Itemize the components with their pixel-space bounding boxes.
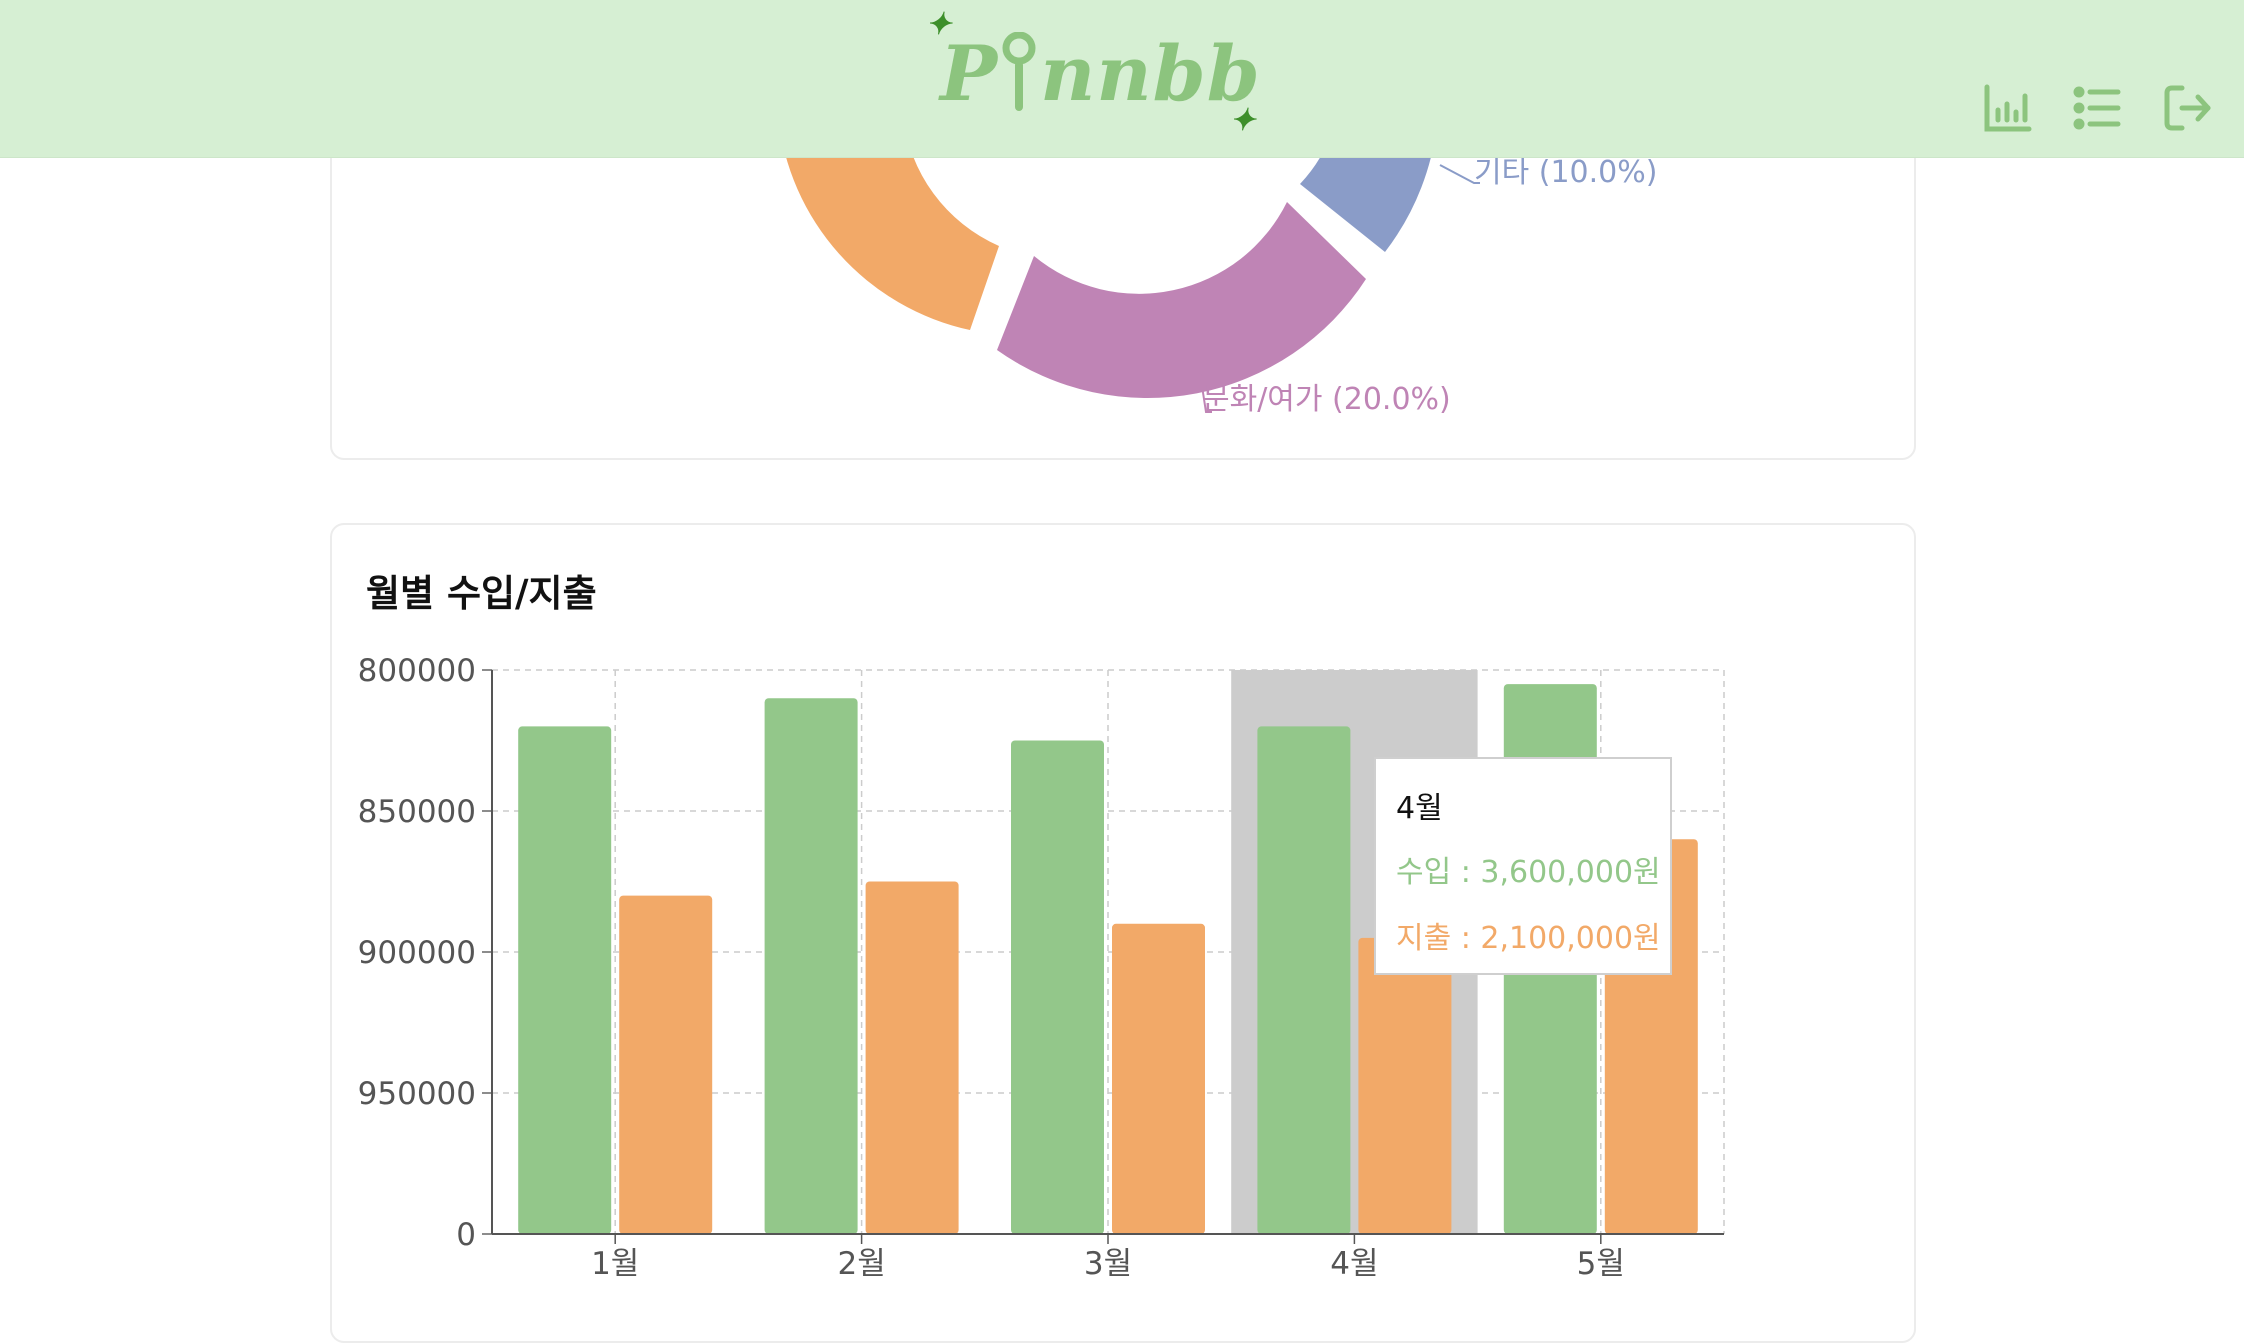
- pin-icon: [1002, 31, 1036, 114]
- income-bar: [1257, 726, 1351, 1234]
- x-tick-label: 5월: [1577, 1246, 1625, 1282]
- y-tick-label: 900000: [358, 935, 476, 971]
- y-tick-label: 0: [456, 1217, 476, 1253]
- x-tick-label: 2월: [837, 1246, 885, 1282]
- tooltip-income: 수입 : 3,600,000원: [1396, 855, 1661, 890]
- income-bar: [518, 726, 612, 1234]
- expense-bar: [619, 895, 713, 1234]
- y-tick-label: 800000: [358, 653, 476, 689]
- y-tick-label: 850000: [358, 794, 476, 830]
- logo-text-rest: nnbb: [1040, 28, 1261, 118]
- tooltip-expense: 지출 : 2,100,000원: [1396, 921, 1661, 956]
- x-tick-label: 3월: [1084, 1246, 1132, 1282]
- category-label-etc: 기타 (10.0%): [1474, 155, 1657, 190]
- tooltip-title: 4월: [1396, 791, 1443, 826]
- sparkle-icon: ✦: [926, 7, 953, 42]
- chart-tooltip: 4월 수입 : 3,600,000원 지출 : 2,100,000원: [1374, 757, 1672, 975]
- x-tick-label: 1월: [591, 1246, 639, 1282]
- y-tick-label: 950000: [358, 1076, 476, 1112]
- expense-bar: [865, 881, 959, 1234]
- expense-bar: [1112, 923, 1205, 1234]
- income-bar: [1011, 740, 1104, 1234]
- sparkle-icon: ✦: [1230, 103, 1257, 138]
- category-label-culture: 문화/여가 (20.0%): [1202, 382, 1451, 417]
- logout-icon[interactable]: [2162, 82, 2214, 134]
- chart-icon[interactable]: [1982, 82, 2034, 134]
- donut-slice-purple: [997, 202, 1366, 399]
- app-header: ✦ P nnbb ✦: [0, 0, 2244, 158]
- monthly-chart-title: 월별 수입/지출: [366, 572, 597, 615]
- x-tick-label: 4월: [1330, 1246, 1378, 1282]
- app-logo[interactable]: ✦ P nnbb ✦: [926, 10, 1261, 136]
- logo-text: P: [940, 28, 999, 118]
- list-icon[interactable]: [2072, 82, 2124, 134]
- income-bar: [764, 698, 858, 1234]
- donut-slice-orange: [778, 115, 999, 330]
- expense-bar: [1358, 937, 1452, 1234]
- monthly-bar-chart: 800000 850000 900000 950000 0 1월 2월 3월 4월 5월: [358, 653, 1725, 1282]
